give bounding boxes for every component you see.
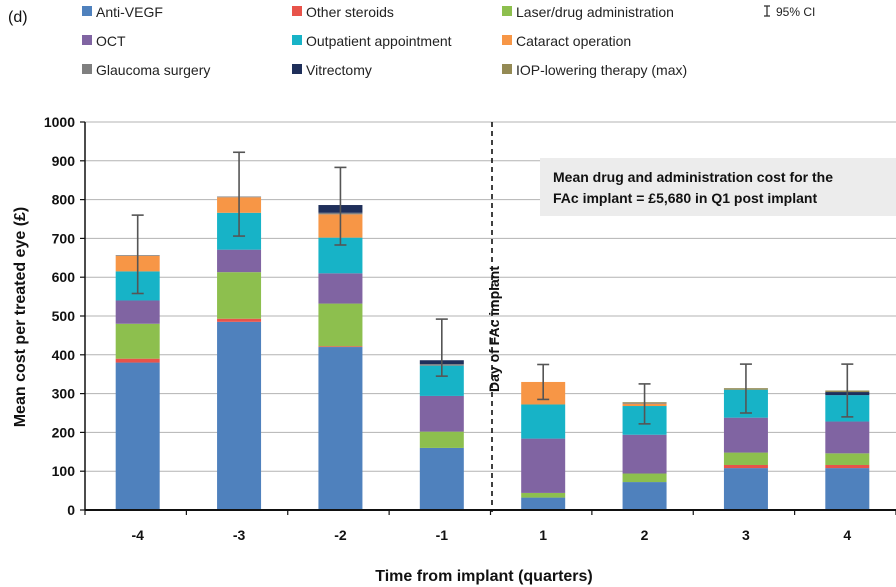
bar-segment-oct-2: [622, 434, 667, 474]
y-tick-label: 200: [52, 424, 76, 440]
bar-segment-anti-vegf--1: [419, 447, 464, 510]
bar-segment-other-steroids--4: [115, 358, 160, 363]
bar-segment-anti-vegf--2: [318, 347, 363, 510]
bar-segment-laser-drug-administration-2: [622, 473, 667, 483]
x-tick-label: 2: [641, 527, 649, 543]
bar-segment-laser-drug-administration--4: [115, 323, 160, 359]
bar-segment-other-steroids--2: [318, 346, 363, 348]
bar-segment-oct--2: [318, 273, 363, 304]
bar-segment-laser-drug-administration--2: [318, 303, 363, 347]
implant-label: Day of FAc implant: [486, 266, 502, 392]
info-box-background: [540, 158, 896, 216]
legend-swatch-iop-lowering-therapy-max-: [502, 64, 512, 74]
bar-segment-anti-vegf-2: [622, 482, 667, 510]
x-tick-label: -4: [131, 527, 144, 543]
x-axis-title: Time from implant (quarters): [375, 568, 593, 585]
y-tick-label: 1000: [44, 114, 75, 130]
bar-segment-laser-drug-administration--3: [217, 272, 262, 319]
x-tick-label: 4: [843, 527, 851, 543]
x-tick-label: -3: [233, 527, 246, 543]
y-tick-label: 500: [52, 308, 76, 324]
bar-segment-laser-drug-administration-4: [825, 453, 870, 465]
info-box: Mean drug and administration cost for th…: [540, 158, 896, 216]
bar-segment-oct--4: [115, 300, 160, 324]
legend: Anti-VEGF Other steroids Laser/drug admini…: [82, 4, 815, 78]
bar-segment-oct--1: [419, 395, 464, 432]
legend-swatch-other-steroids: [292, 6, 302, 16]
y-tick-label: 100: [52, 463, 76, 479]
info-box-line-2: FAc implant = £5,680 in Q1 post implant: [553, 190, 817, 206]
legend-swatch-oct: [82, 35, 92, 45]
y-tick-labels: 0 100 200 300 400 500 600 700 800 900 1000: [44, 114, 85, 518]
x-tick-label: -1: [436, 527, 449, 543]
legend-swatch-laser-drug-administration: [502, 6, 512, 16]
bar-segment-laser-drug-administration--1: [419, 431, 464, 448]
legend-label: Vitrectomy: [306, 62, 372, 78]
legend-swatch-vitrectomy: [292, 64, 302, 74]
bar-segment-other-steroids-4: [825, 464, 870, 469]
legend-label: Outpatient appointment: [306, 33, 452, 49]
bar-segment-anti-vegf--3: [217, 321, 262, 510]
bar-segment-oct-4: [825, 421, 870, 454]
bar-segment-laser-drug-administration-1: [521, 492, 566, 498]
legend-label: Other steroids: [306, 4, 394, 20]
y-axis-title: Mean cost per treated eye (£): [12, 207, 29, 428]
bar-segment-oct-1: [521, 438, 566, 493]
legend-ci-label: 95% CI: [776, 5, 815, 19]
x-tick-labels: -4 -3 -2 -1 1 2 3 4: [84, 510, 896, 543]
bar-segment-oct-3: [723, 417, 768, 453]
x-tick-label: -2: [334, 527, 347, 543]
y-tick-label: 0: [67, 502, 75, 518]
y-tick-label: 700: [52, 230, 76, 246]
legend-label: Anti-VEGF: [96, 4, 163, 20]
bar-segment-anti-vegf-1: [521, 497, 566, 510]
y-tick-label: 900: [52, 153, 76, 169]
legend-swatch-anti-vegf: [82, 6, 92, 16]
bar-segment-other-steroids--3: [217, 318, 262, 322]
info-box-line-1: Mean drug and administration cost for th…: [553, 169, 833, 185]
legend-label: Cataract operation: [516, 33, 631, 49]
error-bars: [131, 151, 854, 425]
y-tick-label: 300: [52, 386, 76, 402]
legend-label: Glaucoma surgery: [96, 62, 210, 78]
panel-label: (d): [8, 9, 28, 26]
y-tick-label: 600: [52, 269, 76, 285]
x-tick-label: 3: [742, 527, 750, 543]
legend-label: IOP-lowering therapy (max): [516, 62, 687, 78]
legend-label: OCT: [96, 33, 126, 49]
bar-segment-anti-vegf-4: [825, 468, 870, 510]
legend-swatch-cataract-operation: [502, 35, 512, 45]
legend-swatch-outpatient-appointment: [292, 35, 302, 45]
bar-segment-other-steroids-3: [723, 464, 768, 469]
bar-segment-anti-vegf-3: [723, 468, 768, 510]
bar-segment-outpatient-appointment-1: [521, 404, 566, 439]
bar-segment-anti-vegf--4: [115, 362, 160, 510]
legend-swatch-glaucoma-surgery: [82, 64, 92, 74]
y-tick-label: 800: [52, 192, 76, 208]
bar-segment-laser-drug-administration-3: [723, 452, 768, 465]
y-tick-label: 400: [52, 347, 76, 363]
bars: [115, 196, 870, 510]
bar-segment-oct--3: [217, 249, 262, 273]
x-tick-label: 1: [539, 527, 547, 543]
legend-label: Laser/drug administration: [516, 4, 674, 20]
